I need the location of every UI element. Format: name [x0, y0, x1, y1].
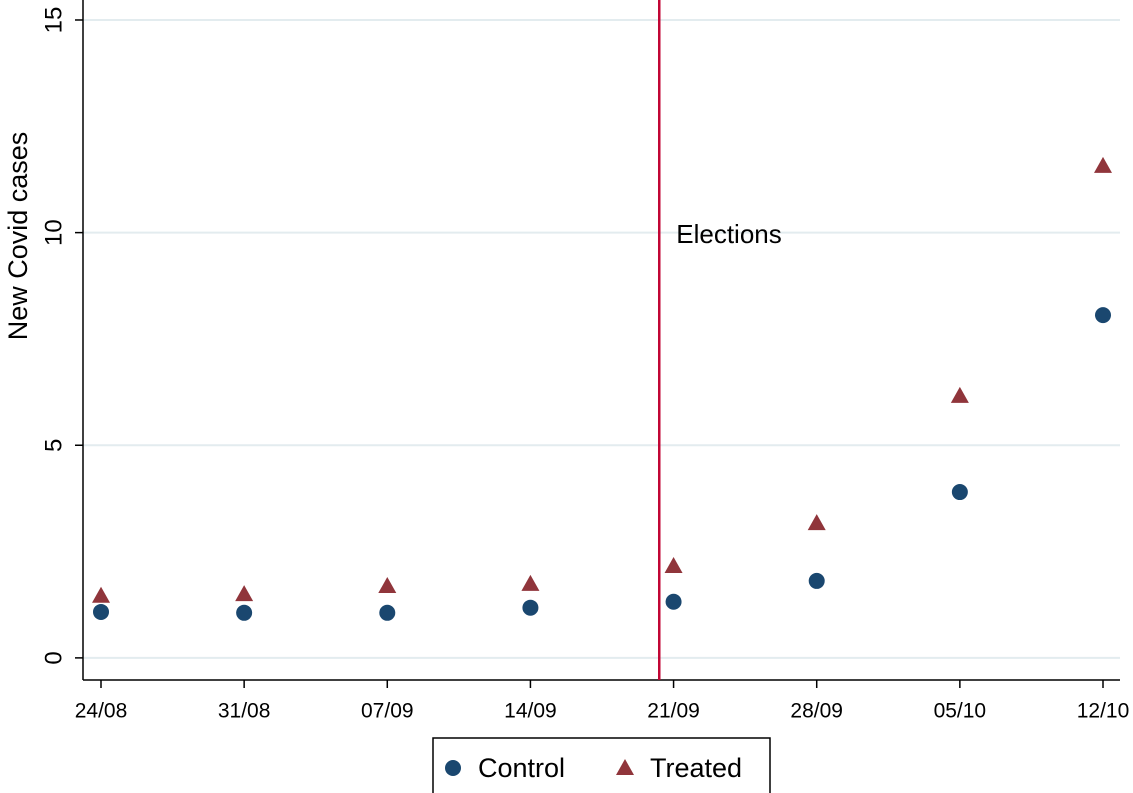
point [236, 604, 253, 621]
y-axis-label: New Covid cases [3, 132, 33, 341]
legend-box [432, 737, 771, 793]
point [522, 599, 539, 616]
point [93, 603, 109, 620]
point [808, 572, 825, 589]
legend-marker [616, 759, 634, 775]
y-tick-label: 15 [40, 7, 67, 34]
point [521, 574, 540, 591]
point [665, 593, 682, 610]
point [379, 604, 396, 621]
y-tick-label: 0 [40, 651, 67, 664]
x-tick-label: 24/08 [75, 700, 128, 723]
point [664, 557, 683, 574]
point [378, 577, 397, 594]
x-tick-label: 07/09 [361, 700, 414, 723]
x-tick-label: 28/09 [790, 700, 843, 723]
x-tick-label: 31/08 [218, 700, 271, 723]
x-tick-label: 05/10 [934, 700, 987, 723]
point [950, 386, 969, 403]
legend-label: Control [478, 753, 565, 783]
point [1095, 307, 1111, 324]
point [235, 585, 254, 602]
point [951, 484, 968, 501]
x-tick-label: 12/10 [1077, 700, 1130, 723]
legend-label: Treated [650, 753, 742, 783]
y-tick-label: 10 [40, 219, 67, 246]
legend-marker [445, 760, 461, 776]
annotation-label: Elections [676, 219, 782, 249]
x-tick-label: 14/09 [504, 700, 557, 723]
point [1094, 156, 1112, 173]
point [807, 514, 826, 531]
y-tick-label: 5 [40, 439, 67, 452]
x-tick-label: 21/09 [647, 700, 700, 723]
point [92, 586, 110, 603]
